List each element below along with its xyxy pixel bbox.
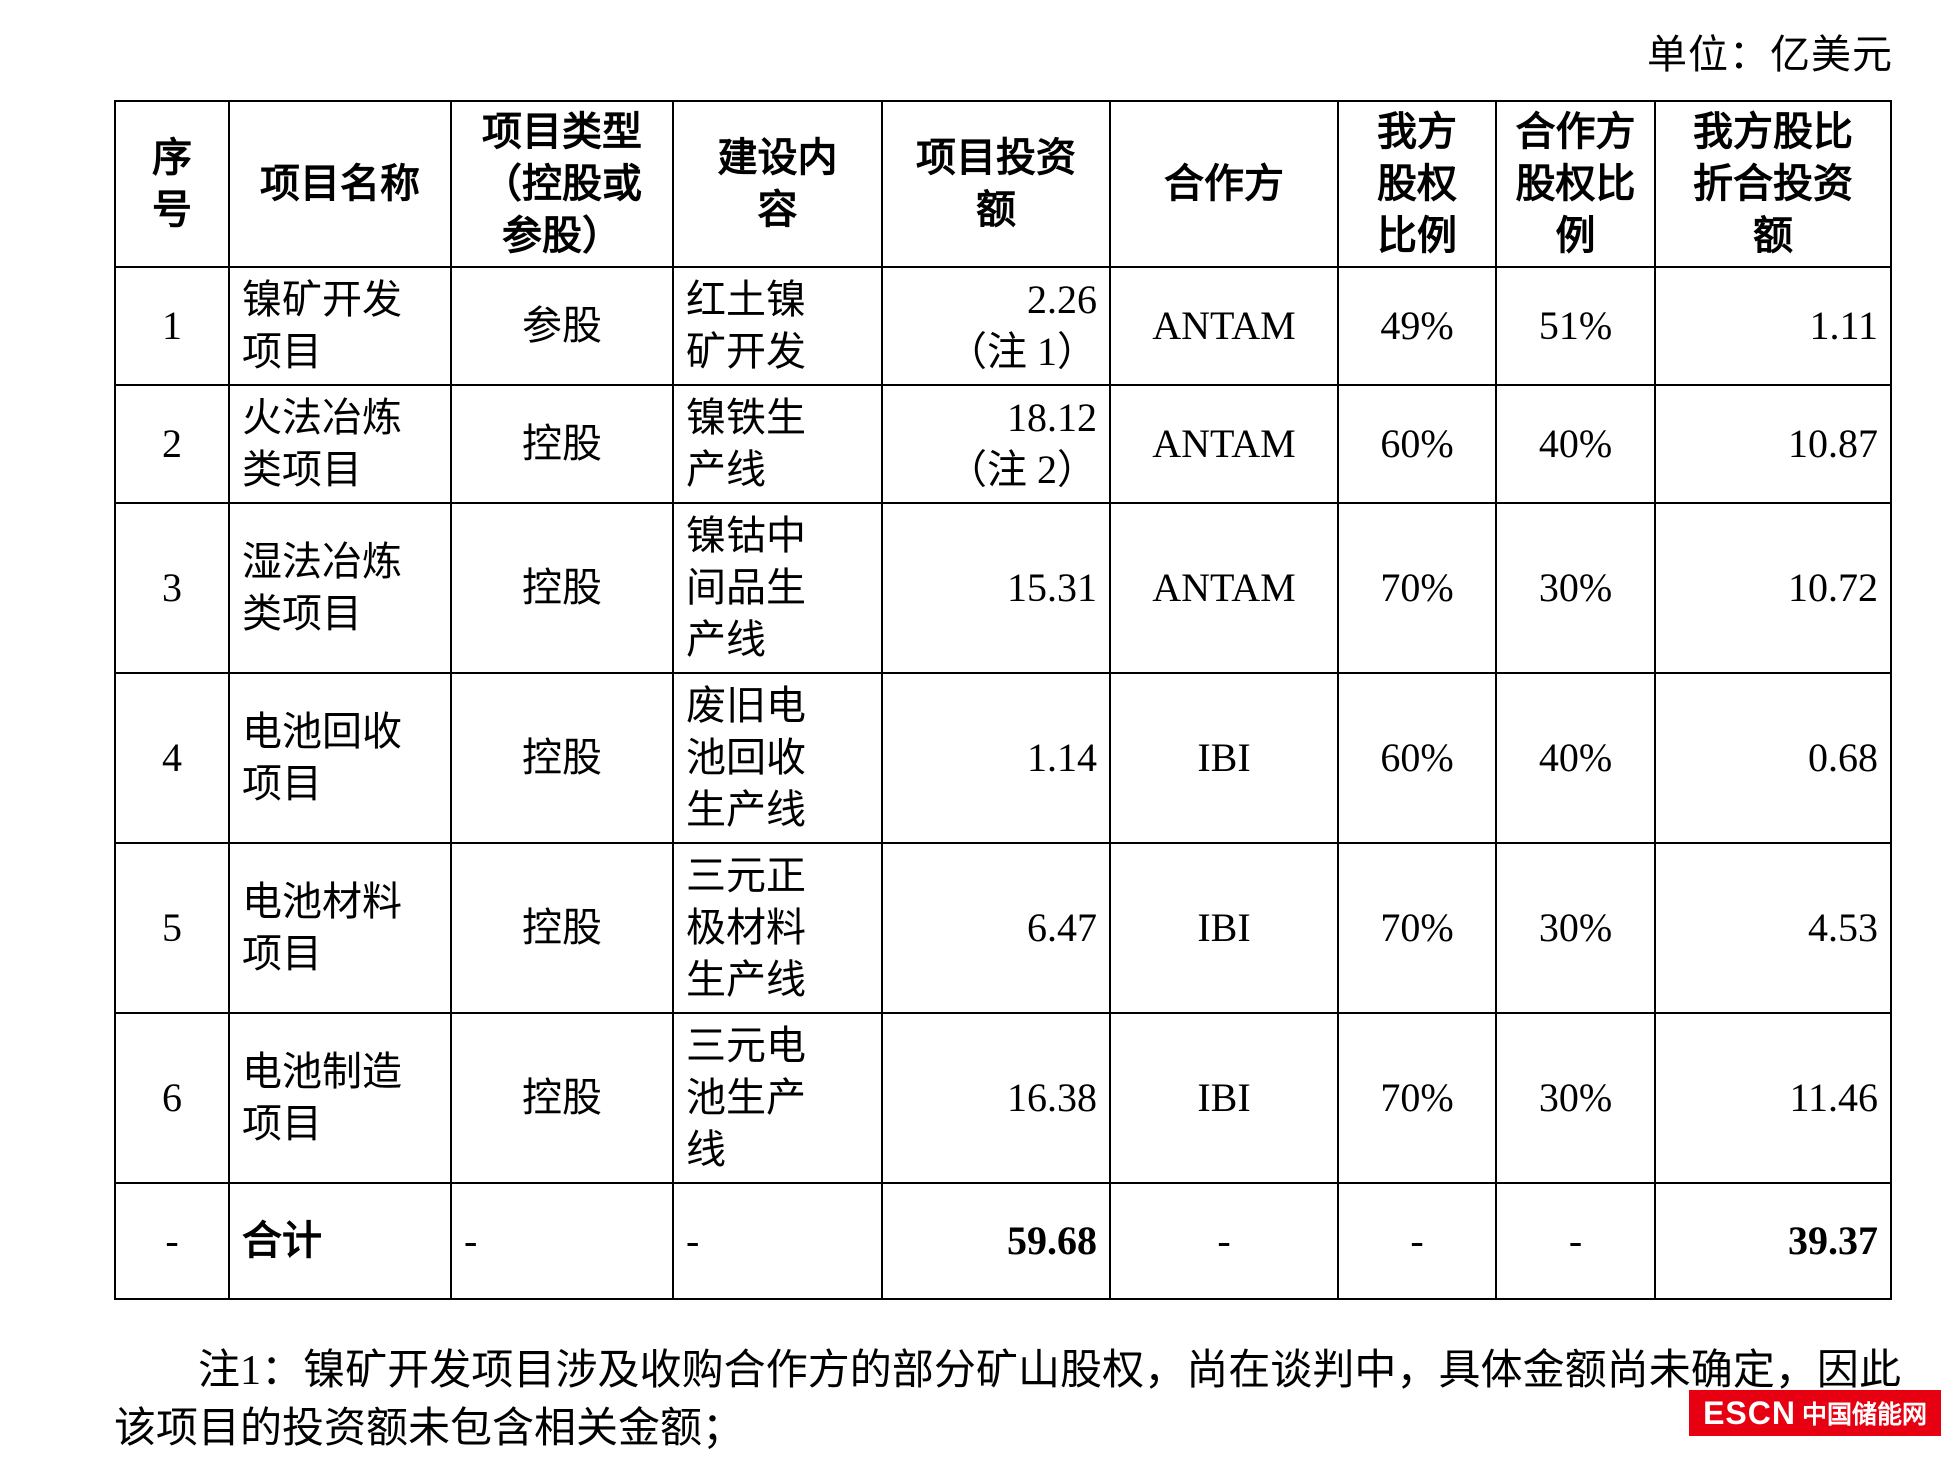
table-row: 2 火法冶炼 类项目 控股 镍铁生 产线 18.12 （注 2） ANTAM 6… xyxy=(114,384,1892,504)
cell-construction: 镍铁生 产线 xyxy=(672,384,883,504)
table-row-total: - 合计 - - 59.68 - - - 39.37 xyxy=(114,1182,1892,1300)
cell-our-equity: 70% xyxy=(1337,1012,1497,1184)
table-row: 1 镍矿开发 项目 参股 红土镍 矿开发 2.26 （注 1） ANTAM 49… xyxy=(114,266,1892,386)
header-construction: 建设内 容 xyxy=(672,100,883,268)
cell-converted-investment: 4.53 xyxy=(1654,842,1892,1014)
cell-project-type: 控股 xyxy=(450,1012,674,1184)
header-row: 序 号 项目名称 项目类型 （控股或 参股） 建设内 容 项目投资 额 合作方 … xyxy=(114,100,1892,268)
cell-investment: 59.68 xyxy=(881,1182,1111,1300)
cell-our-equity: 49% xyxy=(1337,266,1497,386)
cell-partner-equity: 40% xyxy=(1495,384,1656,504)
cell-investment: 2.26 （注 1） xyxy=(881,266,1111,386)
cell-index: 1 xyxy=(114,266,230,386)
note-text: 注1：镍矿开发项目涉及收购合作方的部分矿山股权，尚在谈判中，具体金额尚未确定，因… xyxy=(114,1348,1901,1452)
cell-converted-investment: 1.11 xyxy=(1654,266,1892,386)
cell-index: 6 xyxy=(114,1012,230,1184)
cell-partner-equity: - xyxy=(1495,1182,1656,1300)
cell-project-name: 电池制造 项目 xyxy=(228,1012,452,1184)
cell-project-name: 电池材料 项目 xyxy=(228,842,452,1014)
cell-partner: IBI xyxy=(1109,1012,1339,1184)
cell-index: 5 xyxy=(114,842,230,1014)
cell-investment: 6.47 xyxy=(881,842,1111,1014)
header-converted-investment: 我方股比 折合投资 额 xyxy=(1654,100,1892,268)
table-row: 6 电池制造 项目 控股 三元电 池生产 线 16.38 IBI 70% 30%… xyxy=(114,1012,1892,1184)
cell-our-equity: 60% xyxy=(1337,384,1497,504)
cell-index: 4 xyxy=(114,672,230,844)
header-investment: 项目投资 额 xyxy=(881,100,1111,268)
cell-converted-investment: 10.72 xyxy=(1654,502,1892,674)
cell-project-type: 控股 xyxy=(450,842,674,1014)
cell-investment: 15.31 xyxy=(881,502,1111,674)
cell-construction: 三元电 池生产 线 xyxy=(672,1012,883,1184)
cell-construction: 镍钴中 间品生 产线 xyxy=(672,502,883,674)
cell-partner: ANTAM xyxy=(1109,266,1339,386)
cell-project-type: 参股 xyxy=(450,266,674,386)
cell-partner-equity: 51% xyxy=(1495,266,1656,386)
cell-our-equity: 70% xyxy=(1337,502,1497,674)
escn-logo: ESCN 中国储能网 xyxy=(1689,1390,1941,1436)
cell-our-equity: 70% xyxy=(1337,842,1497,1014)
cell-partner: IBI xyxy=(1109,672,1339,844)
cell-converted-investment: 10.87 xyxy=(1654,384,1892,504)
cell-project-name: 合计 xyxy=(228,1182,452,1300)
cell-construction: 废旧电 池回收 生产线 xyxy=(672,672,883,844)
cell-construction: - xyxy=(672,1182,883,1300)
cell-our-equity: - xyxy=(1337,1182,1497,1300)
table-row: 3 湿法冶炼 类项目 控股 镍钴中 间品生 产线 15.31 ANTAM 70%… xyxy=(114,502,1892,674)
cell-construction: 红土镍 矿开发 xyxy=(672,266,883,386)
cell-partner-equity: 30% xyxy=(1495,1012,1656,1184)
cell-partner-equity: 40% xyxy=(1495,672,1656,844)
cell-investment: 1.14 xyxy=(881,672,1111,844)
header-partner: 合作方 xyxy=(1109,100,1339,268)
table-row: 4 电池回收 项目 控股 废旧电 池回收 生产线 1.14 IBI 60% 40… xyxy=(114,672,1892,844)
cell-investment: 18.12 （注 2） xyxy=(881,384,1111,504)
header-project-type: 项目类型 （控股或 参股） xyxy=(450,100,674,268)
cell-converted-investment: 11.46 xyxy=(1654,1012,1892,1184)
cell-partner: ANTAM xyxy=(1109,384,1339,504)
cell-our-equity: 60% xyxy=(1337,672,1497,844)
cell-converted-investment: 39.37 xyxy=(1654,1182,1892,1300)
cell-partner-equity: 30% xyxy=(1495,842,1656,1014)
cell-project-type: - xyxy=(450,1182,674,1300)
cell-project-name: 火法冶炼 类项目 xyxy=(228,384,452,504)
cell-project-type: 控股 xyxy=(450,502,674,674)
cell-project-name: 镍矿开发 项目 xyxy=(228,266,452,386)
cell-converted-investment: 0.68 xyxy=(1654,672,1892,844)
cell-project-type: 控股 xyxy=(450,672,674,844)
cell-partner-equity: 30% xyxy=(1495,502,1656,674)
cell-project-type: 控股 xyxy=(450,384,674,504)
header-our-equity: 我方 股权 比例 xyxy=(1337,100,1497,268)
cell-construction: 三元正 极材料 生产线 xyxy=(672,842,883,1014)
header-project-name: 项目名称 xyxy=(228,100,452,268)
table-row: 5 电池材料 项目 控股 三元正 极材料 生产线 6.47 IBI 70% 30… xyxy=(114,842,1892,1014)
header-index: 序 号 xyxy=(114,100,230,268)
cell-project-name: 湿法冶炼 类项目 xyxy=(228,502,452,674)
projects-table: 序 号 项目名称 项目类型 （控股或 参股） 建设内 容 项目投资 额 合作方 … xyxy=(114,100,1892,1300)
cell-project-name: 电池回收 项目 xyxy=(228,672,452,844)
cell-partner: - xyxy=(1109,1182,1339,1300)
cell-index: 2 xyxy=(114,384,230,504)
logo-abbr-text: ESCN xyxy=(1703,1394,1796,1431)
cell-investment: 16.38 xyxy=(881,1012,1111,1184)
unit-label: 单位：亿美元 xyxy=(1647,32,1893,77)
cell-index: - xyxy=(114,1182,230,1300)
header-partner-equity: 合作方 股权比 例 xyxy=(1495,100,1656,268)
cell-partner: IBI xyxy=(1109,842,1339,1014)
cell-index: 3 xyxy=(114,502,230,674)
logo-name-text: 中国储能网 xyxy=(1801,1401,1927,1429)
cell-partner: ANTAM xyxy=(1109,502,1339,674)
